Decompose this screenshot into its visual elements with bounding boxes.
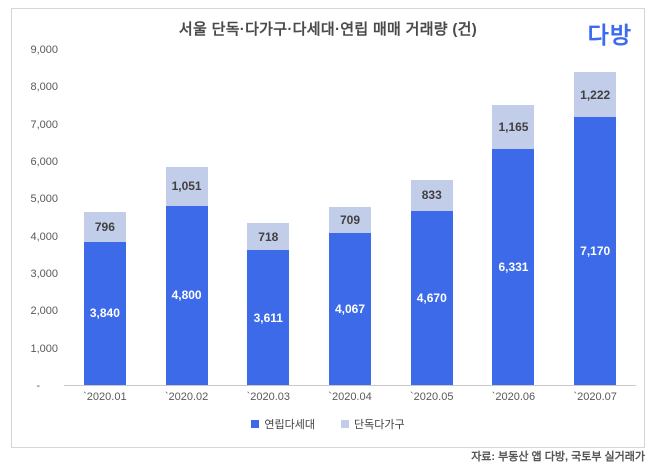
bar-value-label: 1,051 xyxy=(171,179,202,194)
bar-value-label: 1,165 xyxy=(498,119,529,134)
x-axis-label: `2020.02 xyxy=(164,391,209,403)
legend-item: 연립다세대 xyxy=(251,416,315,432)
bar-segment: 709 xyxy=(329,206,372,234)
bar-segment: 1,165 xyxy=(492,105,535,149)
bar-column: 1,222 7,170 xyxy=(554,50,636,385)
x-axis-label: `2020.05 xyxy=(410,391,454,403)
bar-segment: 1,051 xyxy=(165,166,208,206)
bar-value-label: 718 xyxy=(258,229,279,244)
bar-segment: 4,800 xyxy=(165,205,208,385)
y-tick-label: 3,000 xyxy=(30,268,58,280)
bar-segment: 718 xyxy=(247,223,290,251)
stacked-bar: 1,165 6,331 xyxy=(492,105,535,385)
stacked-bar: 833 4,670 xyxy=(410,179,453,385)
bar-segment: 833 xyxy=(410,179,453,211)
bar-segment: 796 xyxy=(83,211,126,242)
chart-body: 9,000 8,000 7,000 6,000 5,000 4,000 3,000 2,000… xyxy=(12,44,644,392)
y-tick-label: - xyxy=(36,380,40,392)
legend-label: 연립다세대 xyxy=(264,419,315,431)
x-axis: `2020.01 `2020.02 `2020.03 `2020.04 `2020.05… xyxy=(12,391,644,403)
stacked-bar: 709 4,067 xyxy=(329,206,372,385)
y-axis: 9,000 8,000 7,000 6,000 5,000 4,000 3,000 2,000… xyxy=(12,44,64,392)
y-tick-label: 7,000 xyxy=(30,118,58,131)
bar-value-label: 3,611 xyxy=(253,310,283,325)
stacked-bar: 718 3,611 xyxy=(247,223,290,385)
bar-value-label: 709 xyxy=(340,212,361,227)
x-axis-label: `2020.04 xyxy=(328,391,372,403)
bar-segment: 1,222 xyxy=(574,71,617,118)
bar-segment: 6,331 xyxy=(492,148,535,385)
y-tick-label: 4,000 xyxy=(30,230,58,243)
bar-column: 709 4,067 xyxy=(309,50,391,385)
y-tick-label: 9,000 xyxy=(30,44,58,56)
bar-column: 1,051 4,800 xyxy=(146,50,228,385)
plot-area: 796 3,840 1,051 4,800 718 3,611 709 4,067 833 4,6… xyxy=(64,50,636,386)
bar-column: 1,165 6,331 xyxy=(473,50,555,385)
bar-value-label: 4,067 xyxy=(335,302,366,317)
y-tick-label: 8,000 xyxy=(30,81,58,94)
x-axis-spacer xyxy=(12,391,64,403)
bar-column: 833 4,670 xyxy=(391,50,473,385)
bar-value-label: 6,331 xyxy=(498,259,529,274)
y-tick-label: 6,000 xyxy=(30,156,58,168)
legend-swatch-icon xyxy=(341,420,349,428)
y-tick-label: 1,000 xyxy=(30,342,58,355)
bar-segment: 3,840 xyxy=(83,241,126,385)
bar-value-label: 833 xyxy=(421,188,442,203)
x-axis-label: `2020.01 xyxy=(83,391,127,403)
x-axis-label: `2020.07 xyxy=(573,391,617,403)
bar-segment: 4,067 xyxy=(329,233,372,385)
bar-value-label: 3,840 xyxy=(89,306,120,321)
y-tick-label: 2,000 xyxy=(30,305,58,318)
bar-value-label: 796 xyxy=(94,219,115,234)
chart-frame: 서울 단독·다가구·다세대·연립 매매 거래량 (건) 다방 9,000 8,00… xyxy=(11,8,645,448)
y-tick-label: 5,000 xyxy=(30,193,58,206)
bar-segment: 4,670 xyxy=(410,210,453,385)
bar-value-label: 4,670 xyxy=(416,290,447,305)
bar-column: 718 3,611 xyxy=(227,50,309,385)
legend-label: 단독다가구 xyxy=(354,419,405,431)
stacked-bar: 1,051 4,800 xyxy=(165,166,208,385)
bar-column: 796 3,840 xyxy=(64,50,146,385)
bar-value-label: 1,222 xyxy=(580,87,611,102)
x-axis-label: `2020.03 xyxy=(246,391,291,403)
x-axis-label: `2020.06 xyxy=(491,391,536,403)
bar-value-label: 4,800 xyxy=(171,288,202,303)
stacked-bar: 1,222 7,170 xyxy=(574,71,617,385)
legend-item: 단독다가구 xyxy=(341,416,405,432)
bar-value-label: 7,170 xyxy=(580,244,611,259)
legend-swatch-icon xyxy=(251,420,260,428)
source-note: 자료: 부동산 앱 다방, 국토부 실거래가 xyxy=(471,451,645,463)
x-axis-labels: `2020.01 `2020.02 `2020.03 `2020.04 `2020.05… xyxy=(64,391,636,403)
bar-segment: 3,611 xyxy=(247,250,290,385)
legend: 연립다세대 단독다가구 xyxy=(12,416,644,432)
stacked-bar: 796 3,840 xyxy=(83,211,126,385)
chart-title: 서울 단독·다가구·다세대·연립 매매 거래량 (건) xyxy=(178,21,478,38)
dabang-logo: 다방 xyxy=(587,22,632,48)
bar-segment: 7,170 xyxy=(574,117,617,385)
